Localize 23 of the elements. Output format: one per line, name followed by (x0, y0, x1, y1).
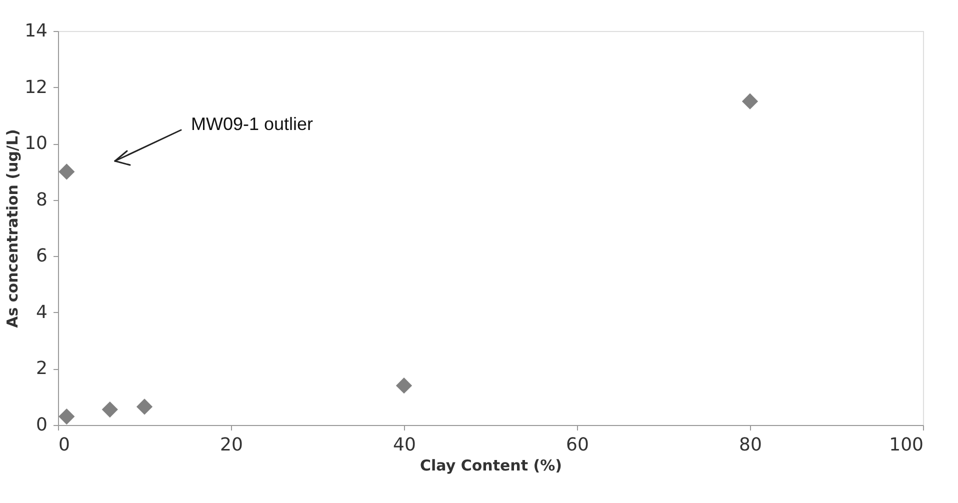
y-tick-label: 12 (24, 76, 48, 98)
point (58, 164, 75, 180)
x-tick-label: 20 (220, 434, 243, 456)
annotation: MW09-1 outlier (191, 114, 314, 134)
x-tick-label: 0 (58, 434, 70, 456)
y-tick-label: 4 (36, 302, 48, 323)
y-tick-label: 14 (24, 20, 48, 42)
y-axis-title: As concentration (ug/L) (4, 129, 22, 328)
point (396, 378, 412, 394)
y-tick-label: 8 (36, 189, 48, 210)
x-tick-label: 80 (739, 434, 762, 456)
x-axis-title: Clay Content (%) (420, 456, 562, 474)
y-tick-label: 10 (24, 133, 48, 154)
point (102, 401, 118, 418)
x-tick-label: 40 (393, 434, 416, 456)
point (58, 408, 75, 425)
y-tick-label: 6 (36, 246, 48, 267)
x-tick-label: 100 (889, 434, 924, 456)
y-tick-label: 0 (36, 414, 48, 436)
x-tick-label: 60 (566, 434, 589, 456)
point (742, 93, 758, 110)
y-tick-label: 2 (36, 358, 48, 380)
point (136, 398, 153, 415)
